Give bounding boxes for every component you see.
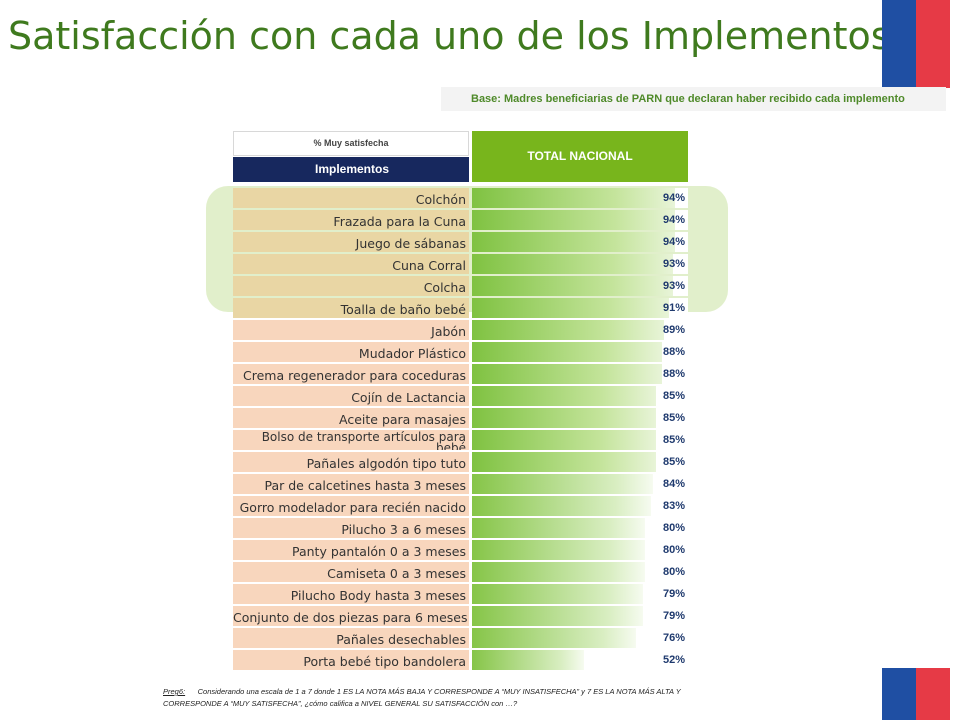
bar — [472, 298, 669, 318]
row-label: Panty pantalón 0 a 3 meses — [233, 540, 469, 560]
bar — [472, 628, 636, 648]
row-label: Pañales algodón tipo tuto — [233, 452, 469, 472]
footnote: Preg6: Considerando una escala de 1 a 7 … — [163, 686, 723, 710]
bar — [472, 364, 662, 384]
row-label: Bolso de transporte artículos para bebé — [233, 430, 469, 450]
bar-value-label: 94% — [662, 236, 685, 248]
bar — [472, 254, 673, 274]
bar — [472, 452, 656, 472]
bar-value-label: 52% — [662, 654, 685, 666]
header-muy-satisfecha: % Muy satisfecha — [233, 131, 469, 156]
row-label: Jabón — [233, 320, 469, 340]
bar-value-label: 80% — [662, 566, 685, 578]
bar-cell: 88% — [472, 342, 688, 362]
bar — [472, 562, 645, 582]
bar-value-label: 91% — [662, 302, 685, 314]
bar-cell: 85% — [472, 386, 688, 406]
bar-cell: 80% — [472, 562, 688, 582]
bar-value-label: 85% — [662, 412, 685, 424]
bar-value-label: 88% — [662, 368, 685, 380]
bar-value-label: 83% — [662, 500, 685, 512]
header-total-nacional: TOTAL NACIONAL — [472, 131, 688, 182]
row-label: Colcha — [233, 276, 469, 296]
bar — [472, 188, 675, 208]
bar-cell: 80% — [472, 540, 688, 560]
bar-cell: 85% — [472, 430, 688, 450]
bar-value-label: 93% — [662, 258, 685, 270]
row-label: Aceite para masajes — [233, 408, 469, 428]
bar-cell: 83% — [472, 496, 688, 516]
bar-value-label: 79% — [662, 588, 685, 600]
bar-cell: 91% — [472, 298, 688, 318]
row-label: Pilucho Body hasta 3 meses — [233, 584, 469, 604]
bar-cell: 80% — [472, 518, 688, 538]
bar-value-label: 89% — [662, 324, 685, 336]
page-title: Satisfacción con cada uno de los Impleme… — [8, 14, 891, 58]
bar — [472, 606, 643, 626]
base-note: Base: Madres beneficiarias de PARN que d… — [441, 87, 946, 111]
row-label: Conjunto de dos piezas para 6 meses — [233, 606, 469, 626]
bar-value-label: 84% — [662, 478, 685, 490]
row-label: Cuna Corral — [233, 254, 469, 274]
bar-cell: 84% — [472, 474, 688, 494]
bar — [472, 518, 645, 538]
bar-cell: 94% — [472, 232, 688, 252]
chile-flag-bottom — [882, 668, 950, 720]
bar — [472, 342, 662, 362]
bar-value-label: 80% — [662, 522, 685, 534]
bar — [472, 584, 643, 604]
bar-cell: 88% — [472, 364, 688, 384]
header-implementos: Implementos — [233, 157, 469, 182]
bar-value-label: 85% — [662, 456, 685, 468]
footnote-ref: Preg6: — [163, 687, 186, 696]
bar-value-label: 94% — [662, 192, 685, 204]
bar — [472, 210, 675, 230]
row-label: Gorro modelador para recién nacido — [233, 496, 469, 516]
bar-value-label: 76% — [662, 632, 685, 644]
bar — [472, 474, 653, 494]
bar-value-label: 88% — [662, 346, 685, 358]
bar-cell: 79% — [472, 584, 688, 604]
row-label: Porta bebé tipo bandolera — [233, 650, 469, 670]
bar — [472, 320, 664, 340]
bar — [472, 540, 645, 560]
bar-cell: 93% — [472, 254, 688, 274]
row-label: Frazada para la Cuna — [233, 210, 469, 230]
bar — [472, 276, 673, 296]
bar-cell: 85% — [472, 408, 688, 428]
chile-flag-top — [882, 0, 950, 88]
bar — [472, 386, 656, 406]
bar-value-label: 80% — [662, 544, 685, 556]
bar-cell: 94% — [472, 188, 688, 208]
bar-value-label: 94% — [662, 214, 685, 226]
bar-cell: 79% — [472, 606, 688, 626]
footnote-text: Considerando una escala de 1 a 7 donde 1… — [163, 687, 681, 708]
bar — [472, 650, 584, 670]
bar-value-label: 93% — [662, 280, 685, 292]
row-label: Pañales desechables — [233, 628, 469, 648]
bar — [472, 408, 656, 428]
row-label: Juego de sábanas — [233, 232, 469, 252]
row-label: Colchón — [233, 188, 469, 208]
bar — [472, 232, 675, 252]
bar-cell: 76% — [472, 628, 688, 648]
bar-cell: 93% — [472, 276, 688, 296]
bar — [472, 496, 651, 516]
row-label: Par de calcetines hasta 3 meses — [233, 474, 469, 494]
row-label: Crema regenerador para coceduras — [233, 364, 469, 384]
bar-cell: 85% — [472, 452, 688, 472]
row-label: Cojín de Lactancia — [233, 386, 469, 406]
row-label: Camiseta 0 a 3 meses — [233, 562, 469, 582]
bar-cell: 89% — [472, 320, 688, 340]
row-label: Pilucho 3 a 6 meses — [233, 518, 469, 538]
bar-cell: 52% — [472, 650, 688, 670]
bar-cell: 94% — [472, 210, 688, 230]
bar — [472, 430, 656, 450]
row-label: Toalla de baño bebé — [233, 298, 469, 318]
bar-value-label: 85% — [662, 434, 685, 446]
bar-value-label: 79% — [662, 610, 685, 622]
row-label: Mudador Plástico — [233, 342, 469, 362]
bar-value-label: 85% — [662, 390, 685, 402]
